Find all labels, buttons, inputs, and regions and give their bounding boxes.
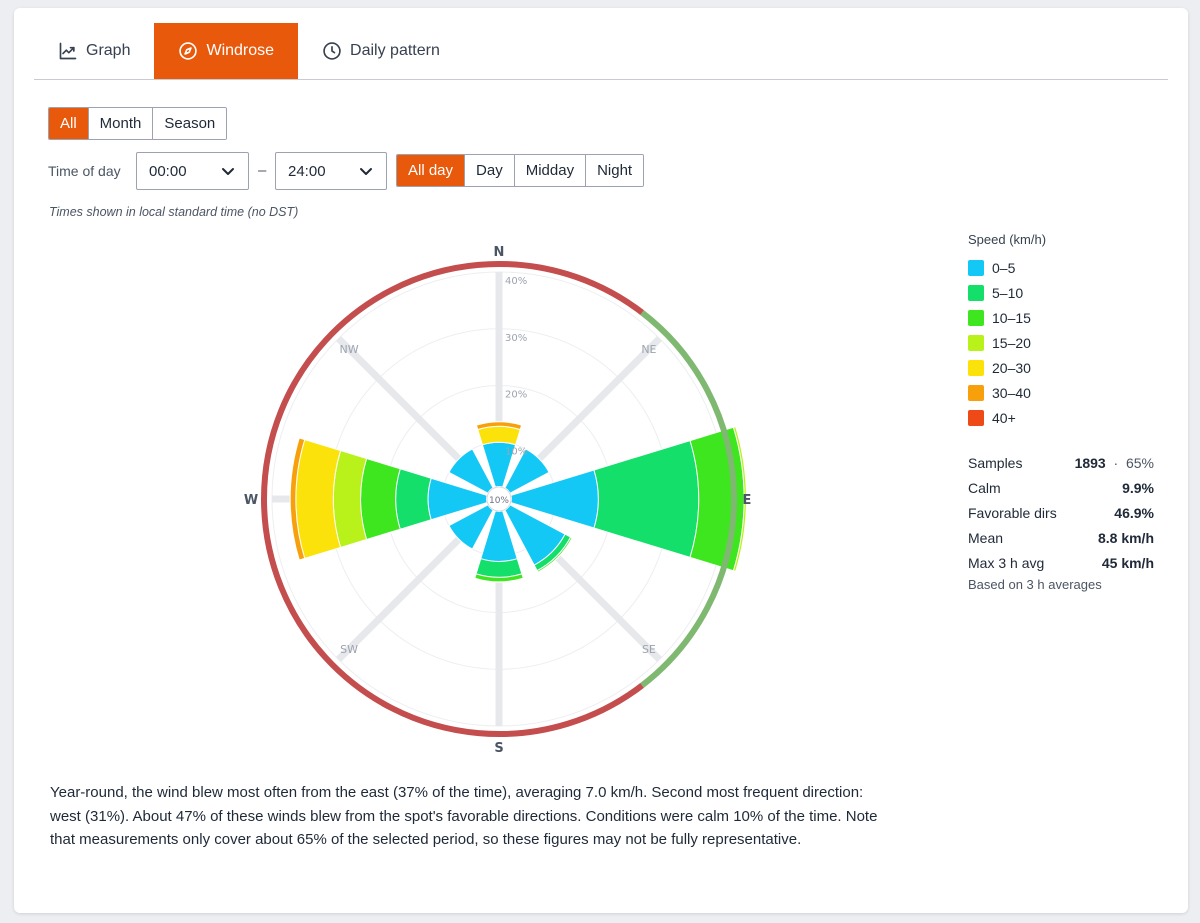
samples-separator: ·: [1113, 454, 1119, 471]
sector-bin-e: [732, 426, 747, 572]
ring-label: 10%: [505, 446, 527, 457]
stat-samples-label: Samples: [968, 454, 1023, 471]
stat-mean-label: Mean: [968, 529, 1004, 546]
calm-label: 10%: [489, 496, 509, 506]
sector-bin-se: [536, 536, 573, 573]
legend-swatch: [968, 384, 984, 401]
sector-bin-n: [477, 425, 521, 446]
stat-favorable-value: 46.9%: [1114, 504, 1154, 521]
tab-windrose-label: Windrose: [206, 42, 275, 59]
windrose-summary: Year-round, the wind blew most often fro…: [50, 784, 878, 848]
time-to-value: 24:00: [288, 162, 326, 180]
chevron-down-icon: [222, 168, 234, 175]
legend-label: 15–20: [992, 334, 1031, 351]
legend-swatch: [968, 334, 984, 351]
legend-swatch: [968, 259, 984, 276]
stat-calm-value: 9.9%: [1122, 479, 1154, 496]
ring-label: 40%: [505, 276, 527, 287]
sector-bin-w: [289, 437, 306, 561]
time-of-day-label: Time of day: [48, 163, 121, 179]
time-range-separator: –: [258, 162, 267, 179]
time-zone-note: Times shown in local standard time (no D…: [49, 205, 299, 219]
stat-max-label: Max 3 h avg: [968, 554, 1045, 571]
sector-bin-s: [475, 558, 523, 578]
windrose-chart: 10% 10% 20% 30% 40% N NE E SE S SW W NW: [244, 245, 752, 756]
samples-coverage: 65%: [1125, 454, 1154, 471]
preset-night-button[interactable]: Night: [586, 155, 644, 186]
direction-label-w: W: [244, 493, 258, 508]
direction-label-sw: SW: [340, 643, 358, 656]
period-selector: All Month Season: [48, 107, 228, 140]
stats-panel: Samples 1893 · 65% Calm 9.9% Favorable d…: [968, 450, 1154, 593]
favorable-arc: [640, 310, 737, 688]
stat-mean: Mean 8.8 km/h: [968, 525, 1154, 550]
tab-windrose[interactable]: Windrose: [154, 23, 299, 79]
stat-samples: Samples 1893 · 65%: [968, 450, 1154, 475]
time-from-value: 00:00: [149, 162, 187, 180]
legend-label: 0–5: [992, 259, 1016, 276]
chevron-down-icon: [360, 168, 372, 175]
unfavorable-arc: [261, 261, 644, 737]
legend-item: 15–20: [968, 330, 1158, 355]
legend-swatch: [968, 309, 984, 326]
speed-legend: Speed (km/h) 0–5 5–10 10–15 15–20 20–30 30–40…: [968, 232, 1158, 430]
legend-item: 30–40: [968, 380, 1158, 405]
legend-label: 5–10: [992, 284, 1024, 301]
direction-label-ne: NE: [641, 343, 656, 356]
legend-item: 5–10: [968, 280, 1158, 305]
sector-bin-w: [395, 468, 432, 530]
stat-samples-value: 1893 · 65%: [1075, 455, 1154, 471]
stat-calm-label: Calm: [968, 479, 1001, 496]
legend-label: 40+: [992, 409, 1016, 426]
direction-label-s: S: [494, 741, 503, 756]
time-to-select[interactable]: 24:00: [275, 152, 387, 190]
tab-graph-label: Graph: [86, 42, 131, 59]
legend-item: 40+: [968, 405, 1158, 430]
preset-midday-button[interactable]: Midday: [514, 155, 587, 186]
tab-daily-pattern-label: Daily pattern: [350, 42, 440, 59]
period-month-button[interactable]: Month: [88, 108, 154, 139]
compass-icon: [179, 42, 198, 60]
direction-label-e: E: [743, 493, 752, 508]
period-season-button[interactable]: Season: [153, 108, 227, 139]
legend-label: 20–30: [992, 359, 1031, 376]
legend-label: 10–15: [992, 309, 1031, 326]
stat-max-value: 45 km/h: [1101, 554, 1154, 571]
legend-swatch: [968, 284, 984, 301]
direction-label-se: SE: [642, 643, 656, 656]
stat-mean-value: 8.8 km/h: [1097, 529, 1154, 546]
sector-bin-s: [474, 573, 524, 583]
stat-max: Max 3 h avg 45 km/h: [968, 550, 1154, 575]
calm-circle: [486, 486, 512, 512]
samples-count: 1893: [1074, 454, 1106, 471]
legend-title: Speed (km/h): [968, 232, 1047, 247]
preset-day-button[interactable]: Day: [465, 155, 515, 186]
preset-all-day-button[interactable]: All day: [397, 155, 466, 186]
clock-icon: [323, 42, 341, 60]
view-tabs: Graph Windrose Daily pattern: [34, 23, 1168, 80]
ring-label: 30%: [505, 333, 527, 344]
time-from-select[interactable]: 00:00: [136, 152, 249, 190]
direction-label-nw: NW: [340, 343, 359, 356]
ring-label: 20%: [505, 390, 527, 401]
legend-label: 30–40: [992, 384, 1031, 401]
direction-label-n: N: [494, 245, 505, 260]
stat-calm: Calm 9.9%: [968, 475, 1154, 500]
stat-favorable-label: Favorable dirs: [968, 504, 1057, 521]
time-preset-selector: All day Day Midday Night: [396, 154, 645, 187]
legend-swatch: [968, 359, 984, 376]
sector-bin-e: [593, 439, 700, 559]
legend-item: 10–15: [968, 305, 1158, 330]
sector-bin-w: [360, 457, 401, 541]
legend-swatch: [968, 409, 984, 426]
legend-item: 0–5: [968, 255, 1158, 280]
legend-item: 20–30: [968, 355, 1158, 380]
sector-bin-n: [475, 421, 523, 431]
period-all-button[interactable]: All: [49, 108, 89, 139]
tab-graph[interactable]: Graph: [34, 23, 154, 79]
line-chart-icon: [59, 42, 77, 60]
stat-favorable: Favorable dirs 46.9%: [968, 500, 1154, 525]
stats-based-on: Based on 3 h averages: [968, 577, 1102, 592]
tab-daily-pattern[interactable]: Daily pattern: [298, 23, 464, 79]
